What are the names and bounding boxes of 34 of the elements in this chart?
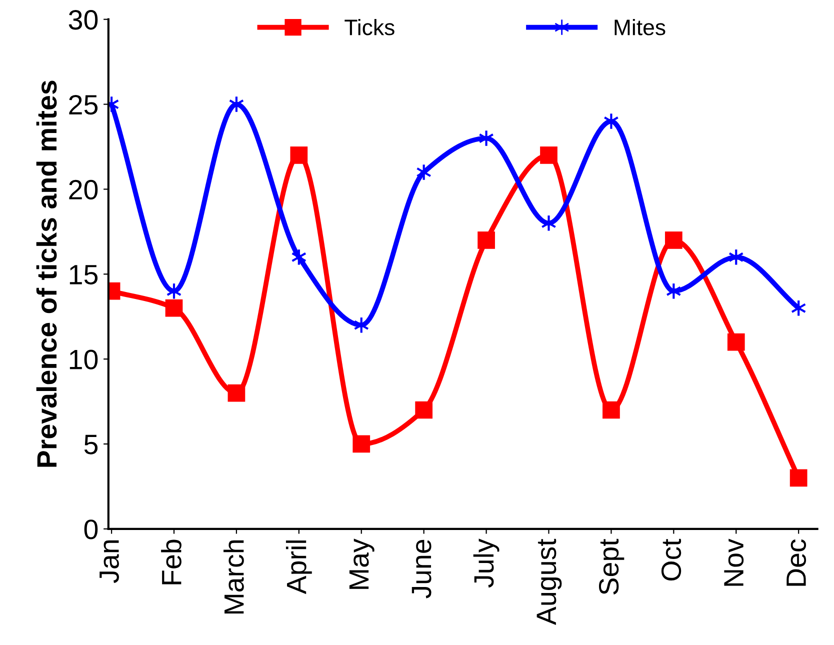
point xyxy=(602,401,620,419)
y-tick-label: 30 xyxy=(68,10,98,30)
y-tick-label: 20 xyxy=(69,180,98,200)
point xyxy=(664,231,682,249)
point xyxy=(352,435,370,453)
y-tick-label: 25 xyxy=(69,94,98,115)
point xyxy=(540,146,558,164)
point xyxy=(790,469,808,487)
y-tick-label: 15 xyxy=(70,265,98,284)
x-tick-label: Sept xyxy=(598,538,624,594)
point xyxy=(415,401,433,419)
point xyxy=(290,146,308,164)
x-tick-label: Nov xyxy=(724,538,744,586)
x-tick-label: Feb xyxy=(161,540,182,584)
x-tick-label: May xyxy=(349,538,374,589)
y-tick-label: 10 xyxy=(70,350,98,370)
x-tick-label: Dec xyxy=(786,539,806,586)
x-tick-label: June xyxy=(412,540,432,598)
legend-label: Ticks xyxy=(344,18,394,36)
point xyxy=(727,333,745,351)
point xyxy=(478,231,495,249)
x-tick-label: March xyxy=(224,540,244,614)
y-tick-label: 5 xyxy=(84,434,98,454)
y-axis-title: Prevalence of ticks and mites xyxy=(36,80,57,467)
x-tick-label: Oct xyxy=(661,538,682,581)
legend-label: Mites xyxy=(614,18,666,36)
x-tick-label: August xyxy=(536,538,562,626)
x-tick-label: Jan xyxy=(100,540,119,583)
x-tick-label: April xyxy=(286,540,312,594)
x-tick-label: July xyxy=(473,538,500,588)
point xyxy=(541,214,556,232)
y-tick-label: 0 xyxy=(84,520,98,540)
point xyxy=(165,299,183,317)
point xyxy=(228,384,246,402)
